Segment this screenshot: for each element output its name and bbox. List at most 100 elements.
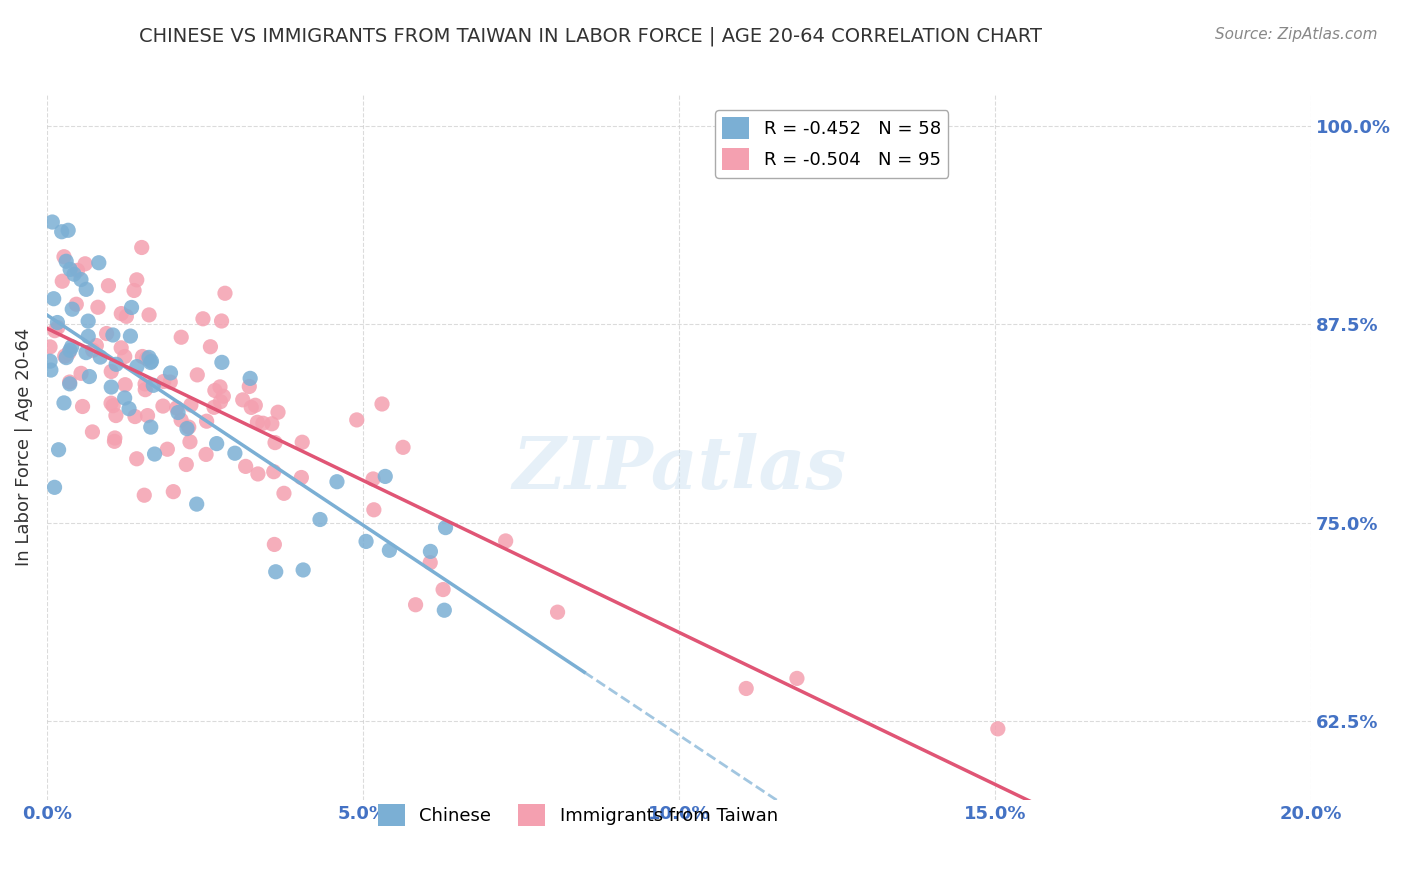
Legend: Chinese, Immigrants from Taiwan: Chinese, Immigrants from Taiwan [371, 797, 785, 833]
Point [433, 603, 456, 617]
Point [122, 284, 145, 298]
Point [89, 350, 111, 364]
Point [152, 375, 174, 389]
Point [180, 398, 202, 412]
Point [105, 357, 128, 371]
Point [264, 565, 287, 579]
Point [72, 400, 94, 414]
Point [59, 343, 82, 358]
Point [214, 286, 236, 301]
Point [139, 420, 162, 434]
Point [290, 470, 312, 484]
Point [46, 316, 69, 330]
Point [138, 351, 160, 365]
Point [174, 458, 197, 472]
Point [166, 401, 188, 415]
Point [125, 273, 148, 287]
Point [53, 250, 76, 264]
Point [245, 398, 267, 412]
Text: CHINESE VS IMMIGRANTS FROM TAIWAN IN LABOR FORCE | AGE 20-64 CORRELATION CHART: CHINESE VS IMMIGRANTS FROM TAIWAN IN LAB… [139, 27, 1042, 46]
Point [238, 379, 260, 393]
Point [134, 383, 156, 397]
Point [235, 459, 257, 474]
Point [103, 434, 125, 449]
Point [125, 451, 148, 466]
Point [101, 399, 124, 413]
Point [131, 240, 153, 254]
Point [101, 328, 124, 343]
Point [104, 409, 127, 423]
Point [60, 340, 83, 354]
Point [252, 416, 274, 430]
Point [135, 351, 157, 366]
Point [131, 350, 153, 364]
Point [86, 338, 108, 352]
Point [273, 486, 295, 500]
Point [405, 598, 427, 612]
Point [100, 380, 122, 394]
Point [134, 376, 156, 391]
Point [371, 397, 394, 411]
Point [202, 401, 225, 415]
Point [246, 415, 269, 429]
Point [120, 329, 142, 343]
Point [170, 413, 193, 427]
Point [77, 314, 100, 328]
Point [44, 480, 66, 494]
Point [139, 355, 162, 369]
Point [96, 326, 118, 341]
Point [70, 367, 93, 381]
Point [70, 272, 93, 286]
Point [267, 405, 290, 419]
Point [159, 366, 181, 380]
Point [55, 254, 77, 268]
Point [39, 354, 62, 368]
Point [205, 436, 228, 450]
Point [419, 544, 441, 558]
Point [142, 378, 165, 392]
Point [100, 396, 122, 410]
Point [110, 341, 132, 355]
Point [75, 345, 97, 359]
Point [363, 503, 385, 517]
Point [59, 375, 82, 389]
Point [987, 722, 1010, 736]
Point [186, 497, 208, 511]
Point [39, 363, 62, 377]
Point [786, 672, 808, 686]
Point [41, 215, 63, 229]
Point [200, 340, 222, 354]
Point [39, 340, 62, 354]
Point [63, 267, 86, 281]
Point [260, 417, 283, 431]
Text: Source: ZipAtlas.com: Source: ZipAtlas.com [1215, 27, 1378, 42]
Point [159, 375, 181, 389]
Point [292, 563, 315, 577]
Text: ZIPatlas: ZIPatlas [512, 433, 846, 504]
Point [75, 282, 97, 296]
Point [75, 257, 97, 271]
Point [240, 401, 263, 415]
Point [58, 346, 80, 360]
Point [82, 425, 104, 439]
Point [55, 351, 77, 365]
Point [136, 409, 159, 423]
Point [204, 384, 226, 398]
Point [42, 292, 65, 306]
Point [162, 484, 184, 499]
Point [263, 465, 285, 479]
Point [125, 359, 148, 374]
Point [59, 376, 82, 391]
Point [246, 467, 269, 481]
Point [547, 605, 569, 619]
Point [53, 349, 76, 363]
Point [56, 223, 79, 237]
Point [378, 543, 401, 558]
Point [354, 534, 377, 549]
Point [51, 225, 73, 239]
Point [121, 301, 143, 315]
Point [495, 533, 517, 548]
Point [87, 256, 110, 270]
Point [212, 389, 235, 403]
Point [263, 537, 285, 551]
